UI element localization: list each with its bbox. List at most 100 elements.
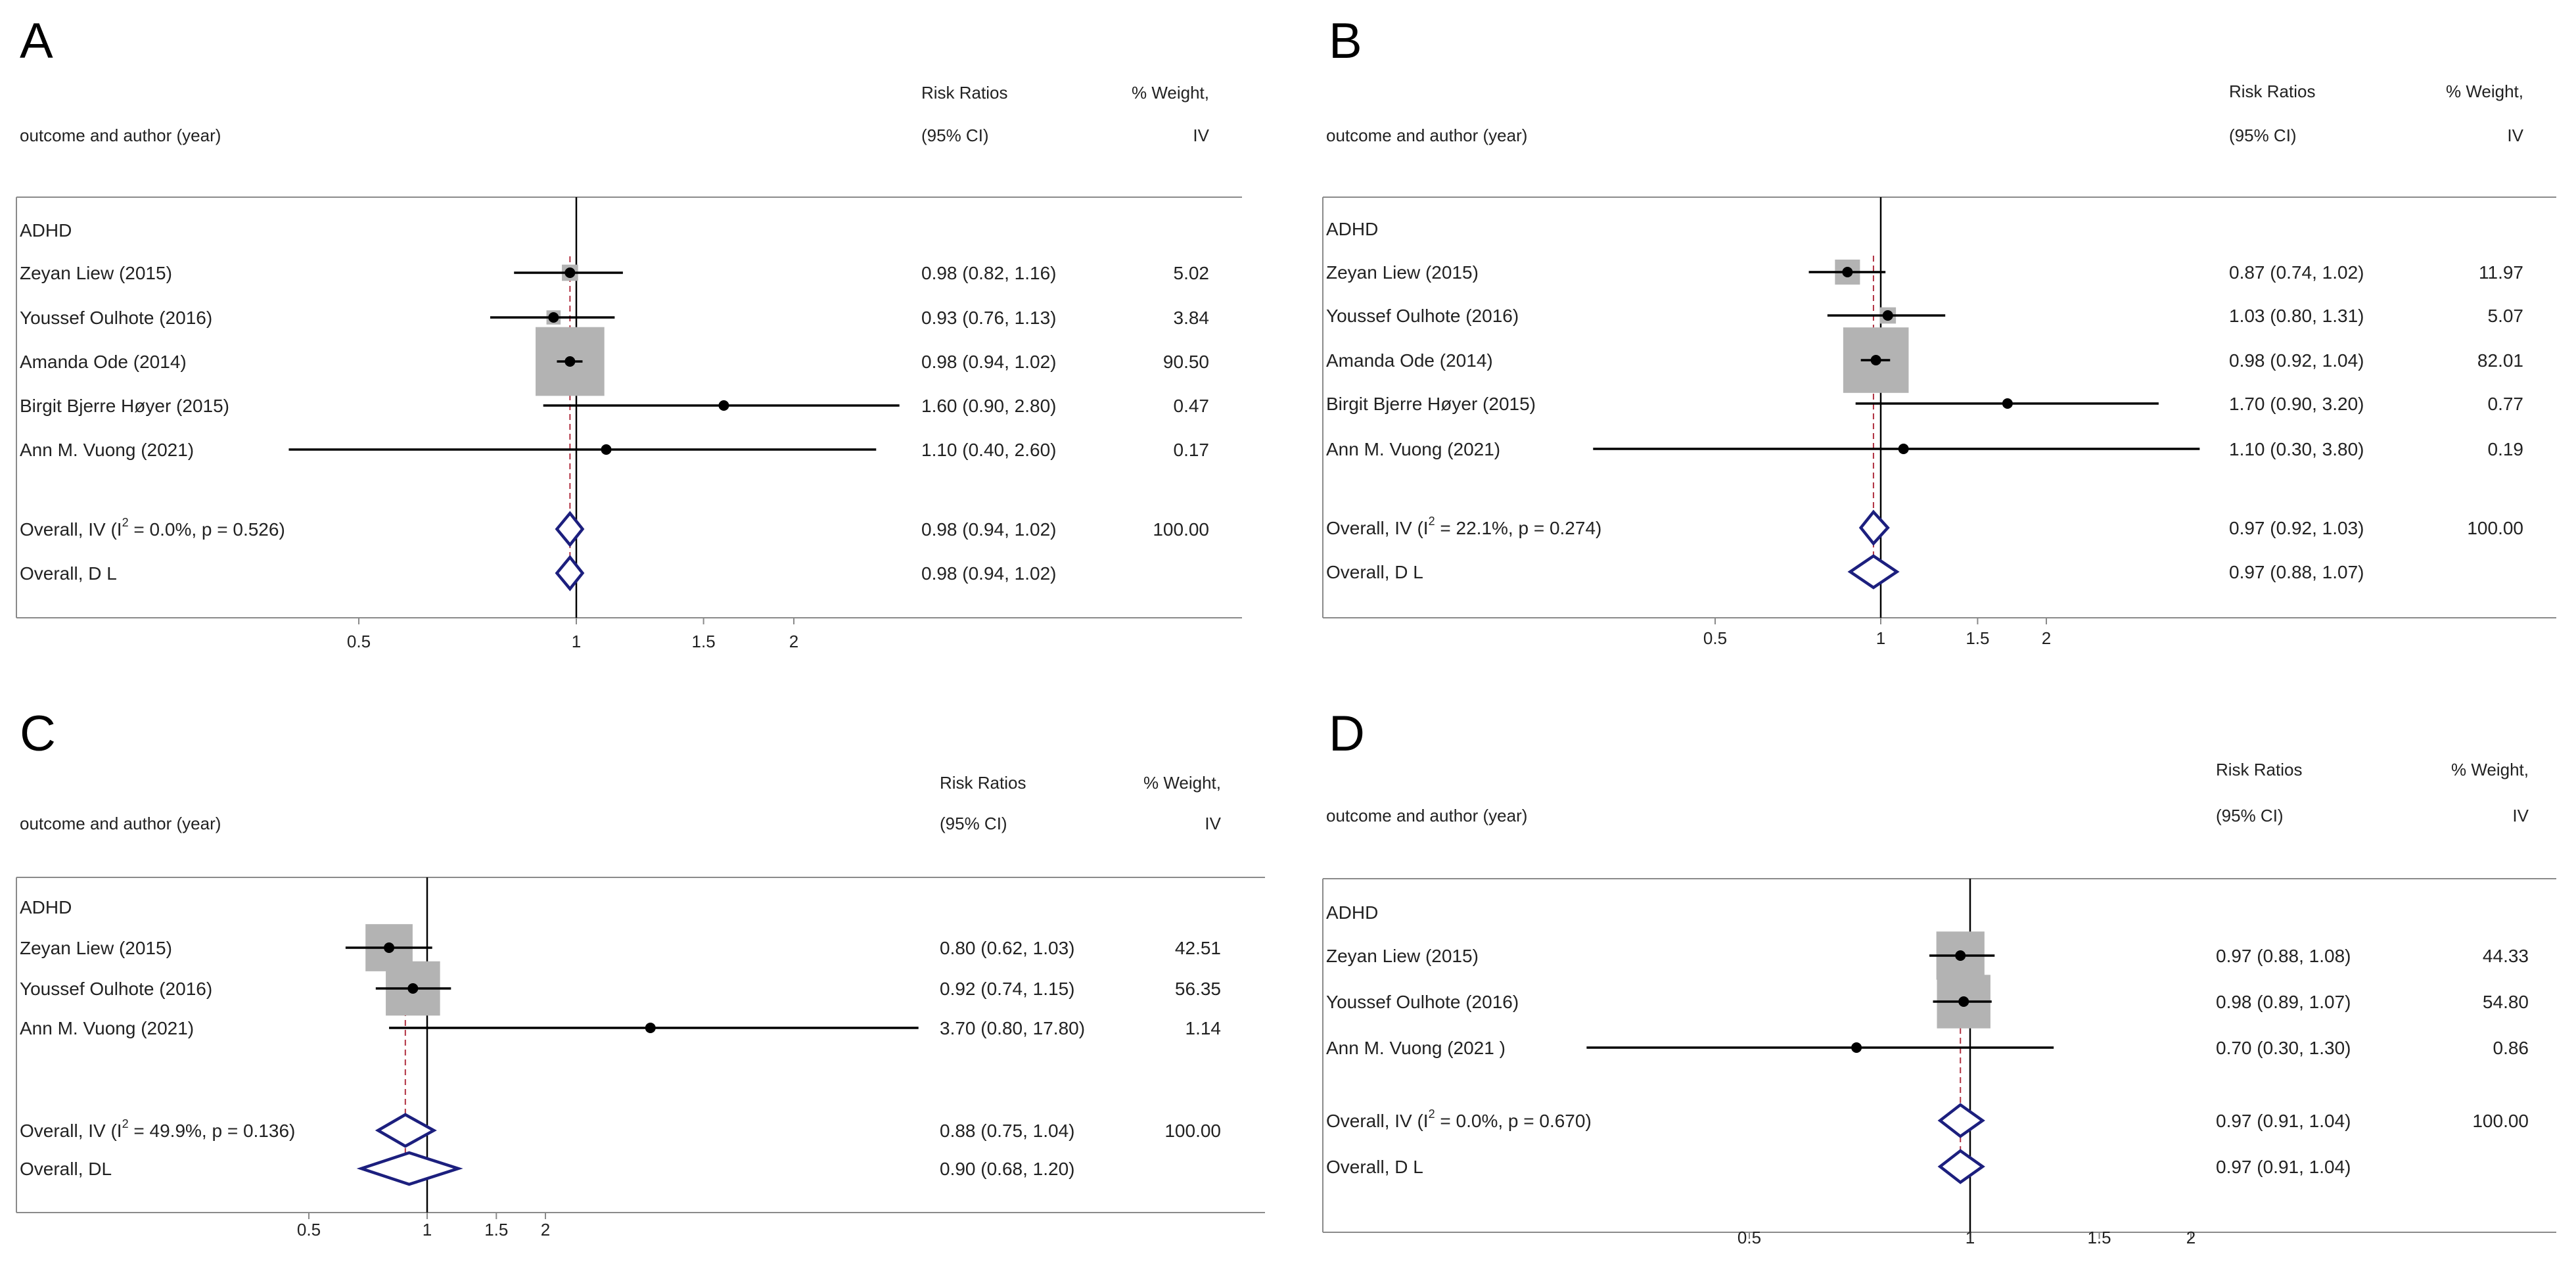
point-estimate <box>1870 355 1881 365</box>
overall-diamond <box>555 555 585 591</box>
study-row: Amanda Ode (2014) 0.98 (0.94, 1.02) 90.50 <box>20 327 1209 396</box>
study-rr-ci: 1.70 (0.90, 3.20) <box>2229 394 2364 414</box>
header-label: outcome and author (year) <box>20 126 221 145</box>
study-weight: 5.02 <box>1174 263 1210 283</box>
header-label: outcome and author (year) <box>20 814 221 833</box>
overall-label: Overall, IV (I2 = 0.0%, p = 0.670) <box>1326 1107 1592 1131</box>
study-label: Youssef Oulhote (2016) <box>1326 306 1519 326</box>
study-weight: 42.51 <box>1175 938 1221 958</box>
point-estimate <box>1842 267 1853 277</box>
x-tick-label: 1.5 <box>2087 1228 2111 1247</box>
overall-row: Overall, D L 0.97 (0.88, 1.07) <box>1326 554 2364 590</box>
study-weight: 5.07 <box>2488 306 2524 326</box>
overall-rr-ci: 0.97 (0.88, 1.07) <box>2229 562 2364 582</box>
overall-label: Overall, IV (I2 = 0.0%, p = 0.526) <box>20 516 285 540</box>
study-row: Ann M. Vuong (2021) 1.10 (0.30, 3.80) 0.19 <box>1326 439 2523 459</box>
study-label: Birgit Bjerre Høyer (2015) <box>1326 394 1536 414</box>
point-estimate <box>1898 444 1909 454</box>
study-rr-ci: 0.87 (0.74, 1.02) <box>2229 262 2364 283</box>
study-label: Youssef Oulhote (2016) <box>20 979 212 999</box>
x-tick-label: 1 <box>1876 628 1885 648</box>
study-weight: 0.19 <box>2488 439 2524 459</box>
overall-label-superscript: 2 <box>122 516 129 529</box>
study-rr-ci: 0.98 (0.94, 1.02) <box>921 352 1056 372</box>
overall-row: Overall, D L 0.98 (0.94, 1.02) <box>20 555 1056 591</box>
point-estimate <box>1851 1042 1862 1053</box>
study-weight: 56.35 <box>1175 979 1221 999</box>
overall-row: Overall, D L 0.97 (0.91, 1.04) <box>1326 1149 2351 1184</box>
study-label: Youssef Oulhote (2016) <box>1326 992 1519 1012</box>
header-weight-iv: IV <box>2512 806 2529 825</box>
study-weight: 0.86 <box>2493 1038 2529 1058</box>
study-rr-ci: 0.97 (0.88, 1.08) <box>2216 946 2351 966</box>
point-estimate <box>601 444 612 455</box>
header-ci: (95% CI) <box>940 814 1007 833</box>
header-label: outcome and author (year) <box>1326 806 1527 825</box>
overall-label: Overall, IV (I2 = 49.9%, p = 0.136) <box>20 1117 295 1141</box>
study-row: Zeyan Liew (2015) 0.87 (0.74, 1.02) 11.97 <box>1326 259 2523 285</box>
x-tick-label: 2 <box>541 1220 550 1240</box>
overall-label-text: Overall, IV (I <box>1326 1111 1429 1131</box>
point-estimate <box>2002 398 2013 409</box>
overall-rr-ci: 0.97 (0.92, 1.03) <box>2229 518 2364 538</box>
header-risk-ratios: Risk Ratios <box>2216 760 2302 779</box>
header-weight: % Weight, <box>1143 773 1221 793</box>
header-risk-ratios: Risk Ratios <box>940 773 1026 793</box>
x-tick-label: 2 <box>789 632 798 651</box>
study-weight: 3.84 <box>1174 308 1210 328</box>
overall-label-text: Overall, D L <box>1326 562 1423 582</box>
study-rr-ci: 0.80 (0.62, 1.03) <box>940 938 1074 958</box>
overall-diamond <box>375 1113 437 1148</box>
study-rr-ci: 0.98 (0.92, 1.04) <box>2229 350 2364 371</box>
study-weight: 0.47 <box>1174 396 1210 416</box>
header-weight-iv: IV <box>1193 126 1209 145</box>
study-row: Zeyan Liew (2015) 0.98 (0.82, 1.16) 5.02 <box>20 263 1209 283</box>
study-label: Amanda Ode (2014) <box>20 352 187 372</box>
x-tick-label: 2 <box>2186 1228 2196 1247</box>
group-label: ADHD <box>1326 902 1378 923</box>
overall-diamond <box>1937 1103 1985 1138</box>
x-tick-label: 1.5 <box>692 632 716 651</box>
overall-diamond <box>1847 554 1900 590</box>
header-ci: (95% CI) <box>921 126 989 145</box>
study-rr-ci: 1.03 (0.80, 1.31) <box>2229 306 2364 326</box>
study-row: Ann M. Vuong (2021) 3.70 (0.80, 17.80) 1.1… <box>20 1018 1221 1038</box>
study-row: Zeyan Liew (2015) 0.80 (0.62, 1.03) 42.51 <box>20 924 1221 971</box>
panel-letter: B <box>1329 13 1362 69</box>
point-estimate <box>548 312 559 323</box>
x-tick-label: 1.5 <box>1966 628 1989 648</box>
header-ci: (95% CI) <box>2229 126 2297 145</box>
study-rr-ci: 1.10 (0.30, 3.80) <box>2229 439 2364 459</box>
x-tick-label: 1 <box>423 1220 432 1240</box>
study-rr-ci: 0.98 (0.82, 1.16) <box>921 263 1056 283</box>
study-weight: 82.01 <box>2477 350 2523 371</box>
overall-rr-ci: 0.97 (0.91, 1.04) <box>2216 1157 2351 1177</box>
overall-weight: 100.00 <box>2472 1111 2529 1131</box>
study-label: Zeyan Liew (2015) <box>20 263 172 283</box>
overall-label: Overall, D L <box>1326 562 1423 582</box>
header-weight: % Weight, <box>1132 83 1209 103</box>
study-rr-ci: 0.70 (0.30, 1.30) <box>2216 1038 2351 1058</box>
study-row: Ann M. Vuong (2021) 1.10 (0.40, 2.60) 0.17 <box>20 440 1209 460</box>
group-label: ADHD <box>1326 219 1378 239</box>
study-row: Youssef Oulhote (2016) 0.93 (0.76, 1.13) 3… <box>20 308 1209 328</box>
study-label: Zeyan Liew (2015) <box>1326 262 1479 283</box>
overall-label: Overall, IV (I2 = 22.1%, p = 0.274) <box>1326 515 1601 538</box>
study-row: Youssef Oulhote (2016) 1.03 (0.80, 1.31) 5… <box>1326 306 2523 326</box>
study-label: Ann M. Vuong (2021) <box>20 440 194 460</box>
group-label: ADHD <box>20 220 72 241</box>
x-tick-label: 0.5 <box>1703 628 1727 648</box>
overall-label-superscript: 2 <box>1429 515 1435 528</box>
overall-rr-ci: 0.88 (0.75, 1.04) <box>940 1121 1074 1141</box>
overall-row: Overall, IV (I2 = 0.0%, p = 0.670) 0.97 (… <box>1326 1103 2529 1138</box>
study-rr-ci: 3.70 (0.80, 17.80) <box>940 1018 1085 1038</box>
overall-diamond <box>1858 509 1890 546</box>
header-weight-iv: IV <box>1205 814 1221 833</box>
study-weight: 54.80 <box>2483 992 2529 1012</box>
study-row: Amanda Ode (2014) 0.98 (0.92, 1.04) 82.01 <box>1326 327 2523 393</box>
study-rr-ci: 0.93 (0.76, 1.13) <box>921 308 1056 328</box>
study-label: Birgit Bjerre Høyer (2015) <box>20 396 229 416</box>
